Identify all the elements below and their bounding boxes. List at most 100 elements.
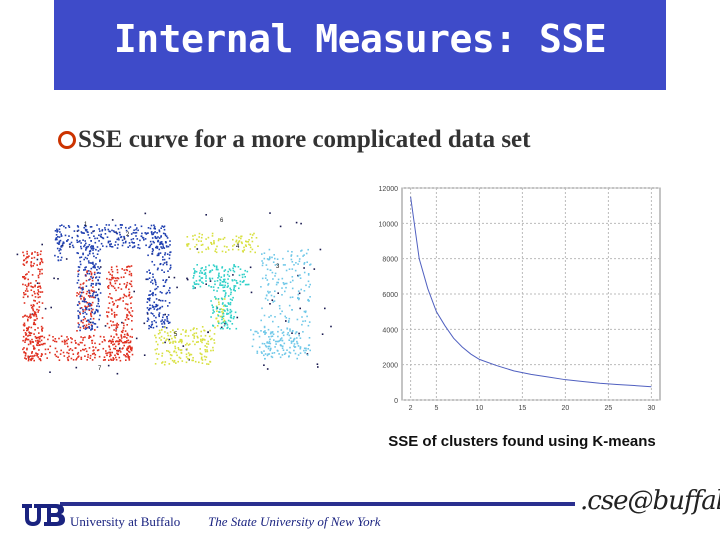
cluster-point	[95, 257, 97, 259]
cluster-point	[148, 298, 150, 301]
cluster-point	[297, 296, 299, 299]
cluster-point	[305, 284, 307, 287]
cluster-point	[186, 342, 188, 345]
cluster-point	[220, 284, 222, 286]
noise-point	[285, 320, 287, 322]
cluster-point	[289, 281, 292, 283]
cluster-point	[204, 334, 207, 337]
x-tick-label: 20	[562, 405, 570, 412]
cluster-point	[86, 257, 88, 260]
cluster-point	[193, 281, 196, 284]
cluster-point	[307, 274, 310, 276]
cluster-point	[269, 349, 271, 352]
cluster-point	[223, 324, 226, 327]
cluster-point	[91, 328, 94, 330]
cluster-point	[26, 273, 28, 275]
noise-point	[146, 313, 149, 315]
cluster-point	[122, 327, 125, 329]
cluster-point	[299, 347, 302, 350]
cluster-point	[68, 235, 70, 237]
cluster-point	[84, 328, 87, 330]
cluster-point	[83, 327, 85, 329]
cluster-point	[224, 290, 226, 292]
cluster-point	[109, 348, 111, 351]
cluster-point	[198, 236, 200, 238]
cluster-point	[118, 339, 121, 341]
cluster-point	[223, 245, 226, 248]
cluster-point	[117, 324, 120, 326]
cluster-point	[56, 228, 58, 231]
cluster-point	[40, 339, 43, 342]
cluster-point	[179, 349, 182, 351]
cluster-point	[231, 323, 234, 325]
cluster-point	[151, 321, 153, 323]
cluster-point	[78, 286, 80, 289]
cluster-point	[154, 293, 157, 296]
cluster-point	[132, 231, 135, 234]
cluster-point	[28, 255, 30, 257]
cluster-point	[34, 347, 36, 350]
cluster-point	[254, 251, 256, 254]
cluster-point	[281, 332, 284, 334]
cluster-point	[94, 342, 96, 345]
cluster-point	[38, 285, 40, 288]
cluster-point	[131, 348, 133, 350]
cluster-point	[272, 261, 275, 263]
cluster-point	[205, 248, 207, 251]
cluster-point	[296, 337, 298, 339]
cluster-point	[106, 322, 109, 325]
cluster-point	[296, 255, 299, 257]
cluster-point	[105, 224, 108, 226]
cluster-point	[274, 346, 276, 348]
cluster-point	[94, 346, 97, 349]
cluster-point	[112, 321, 114, 323]
noise-point	[186, 277, 188, 280]
cluster-point	[79, 283, 82, 286]
cluster-point	[80, 319, 83, 322]
cluster-point	[165, 261, 168, 263]
cluster-point	[169, 354, 172, 356]
cluster-point	[233, 243, 236, 246]
cluster-point	[31, 294, 34, 297]
cluster-point	[209, 270, 212, 272]
cluster-point	[125, 229, 128, 232]
cluster-point	[111, 351, 113, 354]
cluster-point	[155, 298, 158, 300]
footer-divider	[60, 502, 575, 506]
cluster-point	[268, 342, 270, 344]
cluster-point	[215, 308, 218, 310]
cluster-point	[281, 347, 284, 349]
cluster-point	[41, 328, 43, 330]
cluster-point	[81, 295, 83, 298]
cluster-point	[160, 235, 162, 237]
cluster-point	[79, 260, 82, 263]
cluster-point	[30, 304, 32, 307]
cluster-point	[36, 308, 38, 311]
cluster-point	[73, 230, 76, 232]
cluster-point	[126, 334, 129, 336]
cluster-point	[211, 235, 214, 237]
cluster-point	[261, 253, 263, 255]
cluster-point	[90, 289, 93, 291]
cluster-point	[227, 285, 229, 287]
cluster-point	[80, 349, 82, 352]
cluster-point	[126, 341, 128, 344]
cluster-point	[24, 355, 27, 357]
cluster-point	[33, 346, 35, 349]
cluster-point	[285, 282, 288, 285]
cluster-point	[180, 351, 183, 354]
cluster-point	[24, 284, 27, 286]
cluster-point	[32, 308, 34, 310]
cluster-point	[116, 271, 119, 274]
cluster-point	[270, 335, 273, 338]
cluster-point	[303, 290, 306, 292]
cluster-point	[55, 234, 58, 236]
cluster-point	[76, 252, 78, 254]
cluster-point	[217, 314, 219, 316]
cluster-point	[165, 241, 167, 244]
cluster-point	[222, 317, 225, 320]
cluster-point	[172, 342, 174, 344]
cluster-point	[116, 306, 119, 308]
cluster-point	[227, 270, 229, 273]
cluster-point	[123, 283, 126, 285]
